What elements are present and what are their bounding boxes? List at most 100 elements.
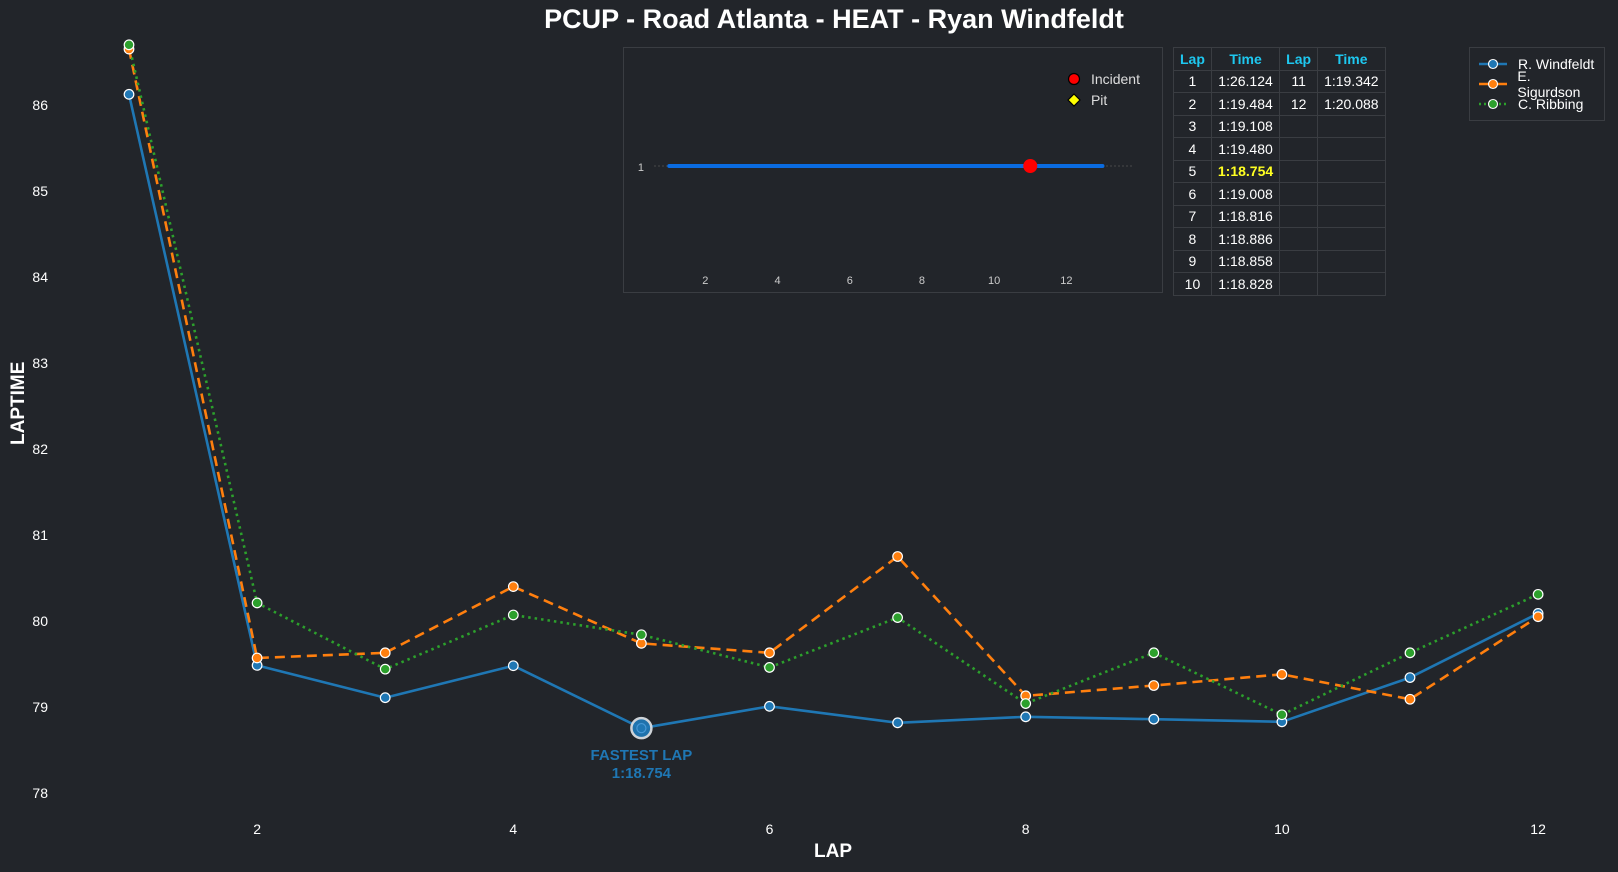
lap-time-cell — [1317, 204, 1386, 228]
data-point-series-1 — [1020, 711, 1032, 723]
inset-x-tick-label: 8 — [919, 275, 925, 287]
lap-number-cell: 5 — [1173, 159, 1212, 183]
lap-number-cell — [1279, 137, 1319, 161]
table-row: 8 1:18.886 — [1173, 227, 1386, 251]
data-point-series-1 — [379, 692, 391, 704]
inset-x-tick-label: 2 — [702, 275, 708, 287]
incident-inset-chart: 1 2 4 6 8 10 12 Incident Pit — [623, 47, 1163, 293]
data-point-series-2 — [507, 581, 519, 592]
data-point-series-2 — [764, 647, 775, 659]
lap-time-cell: 1:18.828 — [1210, 272, 1281, 296]
lap-time-cell: 1:19.484 — [1210, 92, 1281, 116]
lap-time-cell: 1:20.088 — [1317, 92, 1386, 116]
inset-legend-pit: Pit — [1067, 89, 1140, 110]
lap-number-cell: 6 — [1173, 182, 1212, 206]
chart-legend: R. Windfeldt E. Sigurdson C. Ribbing — [1469, 47, 1605, 121]
lap-number-cell: 12 — [1279, 92, 1319, 116]
table-row: 2 1:19.484 12 1:20.088 — [1173, 92, 1386, 116]
table-header-lap: Lap — [1173, 47, 1212, 71]
lap-number-cell: 1 — [1173, 69, 1212, 93]
legend-item-2: E. Sigurdson — [1478, 68, 1596, 100]
data-point-series-3 — [507, 609, 519, 621]
lap-number-cell — [1279, 249, 1319, 273]
data-point-series-3 — [636, 629, 647, 641]
data-point-series-3 — [1148, 647, 1160, 659]
legend-line-icon — [1479, 78, 1507, 90]
data-point-series-1 — [1404, 672, 1416, 683]
data-point-series-3 — [379, 663, 391, 675]
x-tick-label: 4 — [509, 821, 517, 837]
series-line-2 — [127, 48, 1539, 701]
pit-marker-icon — [1067, 92, 1081, 107]
lap-number-cell — [1279, 159, 1319, 183]
lap-number-cell: 2 — [1173, 92, 1212, 116]
series-line-1 — [127, 94, 1539, 730]
data-point-series-2 — [1532, 611, 1544, 623]
data-point-series-2 — [379, 647, 391, 659]
data-point-series-3 — [251, 597, 263, 609]
inset-incident-marker — [1023, 159, 1038, 173]
legend-item-3: C. Ribbing — [1478, 94, 1596, 114]
lap-number-cell — [1279, 114, 1319, 138]
chart-title: PCUP - Road Atlanta - HEAT - Ryan Windfe… — [544, 4, 1124, 34]
data-point-series-3 — [123, 39, 135, 51]
data-point-series-3 — [1020, 698, 1032, 709]
lap-time-cell: 1:19.008 — [1210, 182, 1281, 206]
data-point-series-1 — [892, 717, 903, 729]
y-tick-label: 84 — [32, 269, 48, 285]
table-row: 7 1:18.816 — [1173, 204, 1386, 228]
legend-label: C. Ribbing — [1518, 96, 1584, 112]
lap-time-cell: 1:19.480 — [1210, 137, 1281, 161]
lap-number-cell: 4 — [1173, 137, 1212, 161]
lap-number-cell: 3 — [1173, 114, 1212, 138]
data-point-series-3 — [764, 662, 775, 673]
data-point-series-3 — [1276, 709, 1288, 721]
inset-x-tick-label: 12 — [1060, 275, 1072, 287]
table-row: 5 1:18.754 — [1173, 159, 1386, 183]
lap-time-cell — [1317, 114, 1386, 138]
table-header-lap: Lap — [1279, 47, 1319, 71]
y-tick-label: 83 — [32, 355, 48, 371]
legend-label: R. Windfeldt — [1518, 56, 1595, 72]
lap-number-cell: 10 — [1173, 272, 1212, 296]
lap-time-cell — [1317, 182, 1386, 206]
data-point-series-2 — [1148, 680, 1160, 691]
y-axis-label: LAPTIME — [8, 361, 29, 445]
inset-y-tick-label: 1 — [638, 162, 644, 174]
y-tick-label: 80 — [32, 613, 48, 629]
laptime-table: Lap Time Lap Time 1 1:26.124 11 1:19.342 2 1:19.… — [1173, 47, 1386, 296]
data-point-series-1 — [507, 660, 519, 672]
lap-time-cell: 1:26.124 — [1210, 69, 1281, 93]
inset-x-tick-label: 4 — [775, 275, 781, 287]
lap-time-cell: 1:18.754 — [1210, 159, 1281, 183]
inset-x-tick-label: 6 — [847, 275, 853, 287]
data-point-series-1 — [764, 700, 775, 712]
lap-time-cell — [1317, 227, 1386, 251]
lap-time-cell: 1:18.886 — [1210, 227, 1281, 251]
data-point-series-1 — [1148, 713, 1160, 725]
lap-time-cell — [1317, 272, 1386, 296]
data-point-series-3 — [892, 612, 903, 623]
lap-number-cell — [1279, 182, 1319, 206]
lap-number-cell: 11 — [1279, 69, 1319, 93]
fastest-lap-marker-inner — [636, 723, 647, 734]
table-row: 9 1:18.858 — [1173, 249, 1386, 273]
lap-time-cell — [1317, 159, 1386, 183]
lap-time-cell: 1:18.858 — [1210, 249, 1281, 273]
y-tick-label: 78 — [32, 785, 48, 801]
table-row: 4 1:19.480 — [1173, 137, 1386, 161]
table-header-time: Time — [1317, 47, 1386, 71]
data-point-series-3 — [1404, 647, 1416, 659]
lap-number-cell: 7 — [1173, 204, 1212, 228]
lap-time-cell: 1:19.342 — [1317, 69, 1386, 93]
data-point-series-2 — [1404, 693, 1416, 705]
lap-number-cell — [1279, 272, 1319, 296]
lap-number-cell: 8 — [1173, 227, 1212, 251]
data-point-series-2 — [892, 551, 903, 562]
inset-legend-incident: Incident — [1067, 68, 1140, 89]
data-point-series-2 — [251, 652, 263, 664]
legend-item-1: R. Windfeldt — [1478, 54, 1596, 74]
lap-number-cell — [1279, 227, 1319, 251]
legend-line-icon — [1479, 98, 1507, 110]
